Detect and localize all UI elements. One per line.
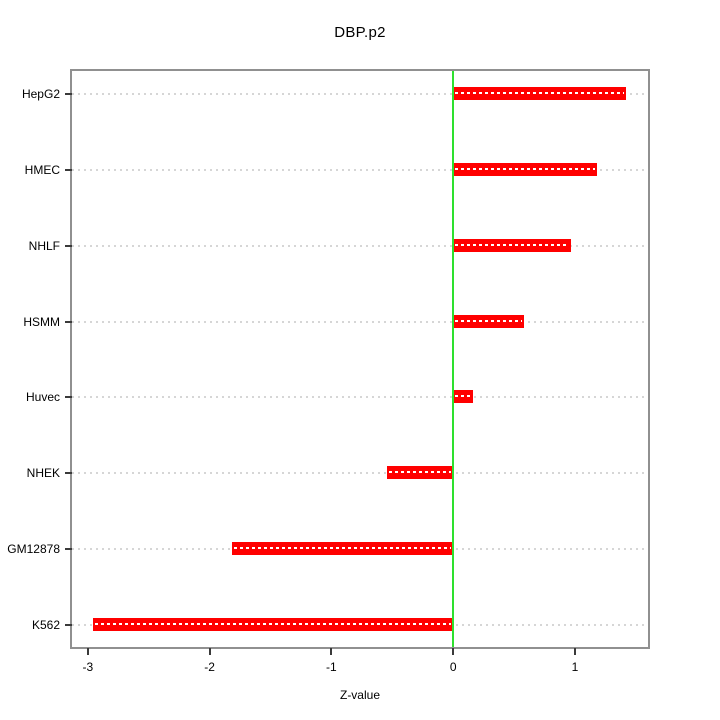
bar-center-dash [455,92,625,94]
x-axis-tick-label: 0 [449,660,457,674]
bar-center-dash [455,395,471,398]
bar [453,87,627,100]
zero-line [452,71,455,647]
y-axis-label: GM12878 [7,542,60,557]
x-axis-tick [208,648,211,655]
bar [453,390,473,404]
x-axis-tick [452,648,455,655]
y-axis-label: HepG2 [21,87,60,101]
y-axis-label: NHLF [28,238,60,253]
bar-center-dash [233,547,452,550]
bar [453,162,597,176]
y-axis-label: NHEK [26,466,60,481]
x-axis-tick [86,648,89,655]
gridline [72,93,648,95]
x-axis-tick [330,648,333,655]
y-axis-tick [65,472,72,475]
y-axis-tick [65,396,72,399]
x-axis-tick-label: -2 [204,660,215,674]
x-axis-tick-label: -1 [326,660,337,674]
bar [387,466,454,480]
y-axis-label: K562 [31,618,60,632]
bar [92,618,454,631]
bar [453,238,572,252]
bar [453,314,524,328]
y-axis-tick [65,548,72,551]
chart-title: DBP.p2 [334,24,386,41]
gridline [72,244,648,247]
y-axis-label: Huvec [25,390,60,405]
y-axis-tick [65,244,72,247]
x-axis-title: Z-value [339,688,380,702]
y-axis-tick [65,624,72,626]
y-axis-tick [65,93,72,95]
bar-center-dash [94,623,452,625]
gridline [72,472,648,475]
bar-center-dash [455,319,522,322]
bar [231,542,454,556]
y-axis-tick [65,168,72,171]
gridline [72,320,648,323]
gridline [72,168,648,171]
x-axis-tick [573,648,576,655]
bar-center-dash [455,167,595,170]
gridline [72,396,648,399]
bar-center-dash [455,243,570,246]
y-axis-tick [65,320,72,323]
bar-center-dash [389,471,452,474]
x-axis-tick-label: -3 [82,660,94,674]
plot-box [70,69,650,649]
y-axis-label: HMEC [24,162,60,177]
x-axis-tick-label: 1 [571,660,579,674]
y-axis-label: HSMM [23,314,60,329]
